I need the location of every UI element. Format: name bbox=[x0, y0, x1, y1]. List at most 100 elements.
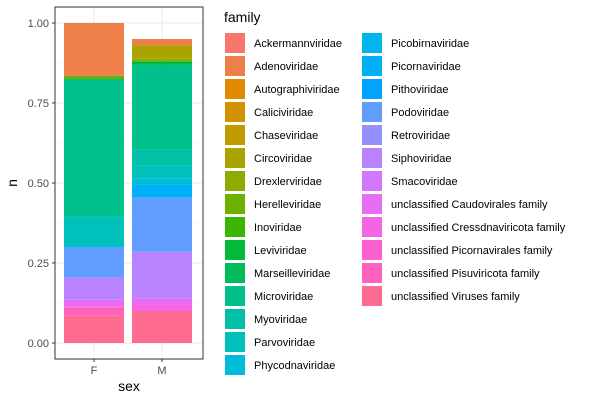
bar-segment bbox=[64, 307, 124, 316]
legend-key bbox=[225, 240, 245, 260]
legend-item: Phycodnaviridae bbox=[225, 355, 335, 375]
bar-segment bbox=[132, 178, 192, 185]
legend-item: Inoviridae bbox=[225, 217, 302, 237]
legend-item: Ackermannviridae bbox=[225, 33, 342, 53]
bar-segment bbox=[64, 216, 124, 247]
legend-label: unclassified Viruses family bbox=[391, 291, 520, 303]
legend-label: Parvoviridae bbox=[254, 337, 315, 349]
legend-key bbox=[225, 56, 245, 76]
legend-label: Chaseviridae bbox=[254, 130, 318, 142]
legend-item: Herelleviridae bbox=[225, 194, 321, 214]
legend-item: Pithoviridae bbox=[362, 79, 448, 99]
bar-segment bbox=[64, 277, 124, 300]
legend-item: Marseilleviridae bbox=[225, 263, 330, 283]
bar-segment bbox=[132, 45, 192, 59]
legend-key bbox=[225, 286, 245, 306]
bar-segment bbox=[64, 23, 124, 76]
legend-item: Caliciviridae bbox=[225, 102, 313, 122]
legend-item: Adenoviridae bbox=[225, 56, 318, 76]
legend-key bbox=[362, 102, 382, 122]
legend-label: unclassified Pisuviricota family bbox=[391, 268, 540, 280]
legend-item: Microviridae bbox=[225, 286, 313, 306]
legend-label: Retroviridae bbox=[391, 130, 450, 142]
legend-label: Picobirnaviridae bbox=[391, 38, 469, 50]
legend-label: Circoviridae bbox=[254, 153, 312, 165]
legend-key bbox=[225, 194, 245, 214]
legend-key bbox=[362, 79, 382, 99]
legend-label: Siphoviridae bbox=[391, 153, 452, 165]
legend-label: Leviviridae bbox=[254, 245, 307, 257]
legend-key bbox=[362, 33, 382, 53]
bar-segment bbox=[132, 197, 192, 252]
legend-label: Autographiviridae bbox=[254, 84, 340, 96]
bar-segment bbox=[132, 58, 192, 62]
legend-item: Parvoviridae bbox=[225, 332, 315, 352]
legend-item: unclassified Picornavirales family bbox=[362, 240, 553, 260]
legend-item: Smacoviridae bbox=[362, 171, 458, 191]
legend-key bbox=[225, 263, 245, 283]
legend-label: Adenoviridae bbox=[254, 61, 318, 73]
legend-label: Inoviridae bbox=[254, 222, 302, 234]
y-tick-label: 1.00 bbox=[28, 18, 49, 30]
bar-segment bbox=[64, 315, 124, 343]
bars bbox=[64, 23, 192, 343]
bar-segment bbox=[132, 311, 192, 343]
legend-item: unclassified Cressdnaviricota family bbox=[362, 217, 566, 237]
legend: Ackermannviridae Adenoviridae Autographivi… bbox=[225, 33, 566, 375]
y-axis-title: n bbox=[4, 179, 20, 187]
legend-key bbox=[225, 171, 245, 191]
legend-item: unclassified Caudovirales family bbox=[362, 194, 548, 214]
legend-label: unclassified Cressdnaviricota family bbox=[391, 222, 566, 234]
legend-key bbox=[362, 263, 382, 283]
x-tick-label: F bbox=[91, 365, 98, 377]
legend-label: Podoviridae bbox=[391, 107, 449, 119]
legend-label: Microviridae bbox=[254, 291, 313, 303]
legend-key bbox=[225, 332, 245, 352]
legend-label: Pithoviridae bbox=[391, 84, 448, 96]
legend-key bbox=[225, 79, 245, 99]
legend-key bbox=[362, 194, 382, 214]
legend-key bbox=[225, 125, 245, 145]
x-tick-label: M bbox=[157, 365, 166, 377]
bar-segment bbox=[132, 149, 192, 166]
legend-label: Marseilleviridae bbox=[254, 268, 330, 280]
y-tick-label: 0.25 bbox=[28, 258, 49, 270]
legend-label: unclassified Caudovirales family bbox=[391, 199, 548, 211]
bar-segment bbox=[64, 299, 124, 307]
bar-segment bbox=[132, 61, 192, 65]
bar-segment bbox=[132, 304, 192, 311]
legend-title: family bbox=[224, 9, 261, 25]
legend-key bbox=[225, 102, 245, 122]
bar-segment bbox=[132, 184, 192, 198]
legend-item: Myoviridae bbox=[225, 309, 307, 329]
legend-key bbox=[362, 217, 382, 237]
legend-label: Smacoviridae bbox=[391, 176, 458, 188]
legend-label: Phycodnaviridae bbox=[254, 360, 335, 372]
bar-segment bbox=[132, 64, 192, 150]
y-tick-label: 0.50 bbox=[28, 178, 49, 190]
y-tick-label: 0.75 bbox=[28, 98, 49, 110]
bar-segment bbox=[64, 75, 124, 79]
bar-segment bbox=[132, 251, 192, 299]
bar-segment bbox=[132, 165, 192, 179]
legend-item: unclassified Viruses family bbox=[362, 286, 520, 306]
legend-item: Picobirnaviridae bbox=[362, 33, 469, 53]
legend-label: Drexlerviridae bbox=[254, 176, 322, 188]
legend-key bbox=[225, 33, 245, 53]
legend-key bbox=[362, 240, 382, 260]
legend-item: Chaseviridae bbox=[225, 125, 318, 145]
y-axis-ticks: 0.00 0.25 0.50 0.75 1.00 bbox=[28, 18, 55, 350]
legend-key bbox=[225, 355, 245, 375]
y-tick-label: 0.00 bbox=[28, 338, 49, 350]
legend-label: Picornaviridae bbox=[391, 61, 461, 73]
legend-key bbox=[225, 309, 245, 329]
legend-item: Picornaviridae bbox=[362, 56, 461, 76]
legend-item: Leviviridae bbox=[225, 240, 307, 260]
legend-item: unclassified Pisuviricota family bbox=[362, 263, 540, 283]
bar-segment bbox=[64, 306, 124, 308]
legend-item: Circoviridae bbox=[225, 148, 312, 168]
legend-item: Autographiviridae bbox=[225, 79, 340, 99]
legend-key bbox=[362, 56, 382, 76]
